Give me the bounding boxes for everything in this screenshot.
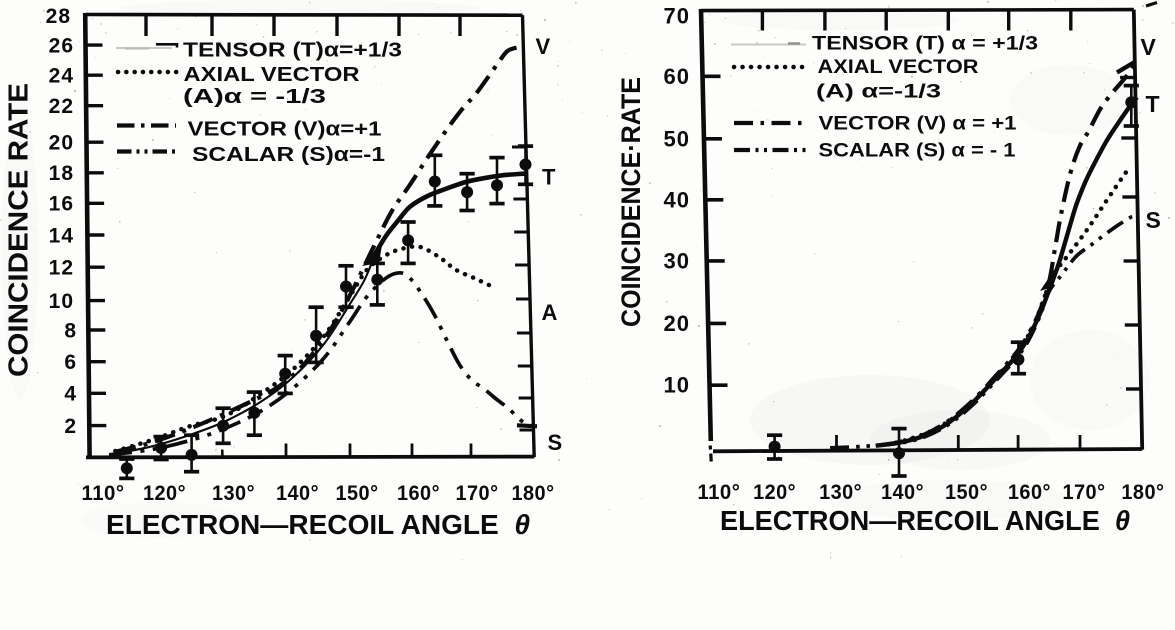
svg-text:50: 50 xyxy=(664,126,690,151)
svg-text:TENSOR (T)α=+1/3: TENSOR (T)α=+1/3 xyxy=(183,40,402,62)
svg-text:20: 20 xyxy=(49,132,74,155)
svg-text:VECTOR (V)α=+1: VECTOR (V)α=+1 xyxy=(188,118,382,140)
svg-text:8: 8 xyxy=(64,319,77,342)
svg-text:130°: 130° xyxy=(212,481,255,505)
svg-text:22: 22 xyxy=(49,95,74,118)
svg-text:(A) α=-1/3: (A) α=-1/3 xyxy=(816,82,941,103)
svg-text:180°: 180° xyxy=(1121,480,1164,504)
svg-text:20: 20 xyxy=(664,311,690,336)
svg-text:170°: 170° xyxy=(456,481,499,505)
svg-text:120°: 120° xyxy=(143,481,186,505)
svg-text:ELECTRON—RECOIL ANGLE θ: ELECTRON—RECOIL ANGLE θ xyxy=(106,509,530,540)
svg-text:TENSOR (T) α = +1/3: TENSOR (T) α = +1/3 xyxy=(812,34,1038,55)
svg-text:140°: 140° xyxy=(881,480,924,504)
svg-text:70: 70 xyxy=(664,4,690,29)
svg-text:SCALAR (S)α=-1: SCALAR (S)α=-1 xyxy=(192,144,385,166)
svg-text:2: 2 xyxy=(64,415,77,438)
svg-text:VECTOR (V) α = +1: VECTOR (V) α = +1 xyxy=(819,114,1017,135)
svg-text:60: 60 xyxy=(664,64,690,89)
svg-text:V: V xyxy=(536,34,551,59)
svg-text:24: 24 xyxy=(49,65,74,88)
svg-text:150°: 150° xyxy=(336,481,379,505)
svg-text:140°: 140° xyxy=(276,481,319,505)
svg-text:SCALAR (S) α = - 1: SCALAR (S) α = - 1 xyxy=(819,141,1016,162)
svg-text:150°: 150° xyxy=(945,480,988,504)
svg-text:110°: 110° xyxy=(697,480,740,504)
svg-text:COINCIDENCE RATE: COINCIDENCE RATE xyxy=(3,83,34,377)
svg-text:10: 10 xyxy=(664,373,690,398)
svg-text:V: V xyxy=(1141,34,1157,60)
svg-text:10: 10 xyxy=(49,290,74,313)
svg-text:COINCIDENCE·RATE: COINCIDENCE·RATE xyxy=(616,77,646,327)
svg-text:ELECTRON—RECOIL ANGLE θ: ELECTRON—RECOIL ANGLE θ xyxy=(720,505,1130,536)
svg-text:120°: 120° xyxy=(753,480,796,504)
svg-text:180°: 180° xyxy=(512,481,555,505)
svg-text:26: 26 xyxy=(49,34,74,57)
svg-text:S: S xyxy=(1146,207,1161,233)
svg-text:12: 12 xyxy=(49,257,74,280)
svg-text:T: T xyxy=(542,165,556,190)
svg-text:130°: 130° xyxy=(819,480,862,504)
svg-text:170°: 170° xyxy=(1063,480,1106,504)
svg-text:(A)α = -1/3: (A)α = -1/3 xyxy=(183,86,326,108)
svg-text:28: 28 xyxy=(46,5,71,28)
svg-text:AXIAL VECTOR: AXIAL VECTOR xyxy=(184,64,361,86)
svg-text:40: 40 xyxy=(664,187,690,212)
svg-text:A: A xyxy=(542,300,558,325)
svg-text:T: T xyxy=(1146,91,1160,117)
svg-text:AXIAL VECTOR: AXIAL VECTOR xyxy=(818,57,979,78)
svg-text:S: S xyxy=(548,430,563,455)
svg-text:14: 14 xyxy=(49,224,74,247)
svg-text:4: 4 xyxy=(64,383,77,406)
svg-text:30: 30 xyxy=(664,248,690,273)
svg-text:16: 16 xyxy=(49,193,74,216)
svg-text:110°: 110° xyxy=(82,481,125,505)
svg-text:18: 18 xyxy=(49,162,74,185)
svg-text:160°: 160° xyxy=(1008,480,1051,504)
svg-text:6: 6 xyxy=(64,351,77,374)
svg-text:160°: 160° xyxy=(397,481,440,505)
